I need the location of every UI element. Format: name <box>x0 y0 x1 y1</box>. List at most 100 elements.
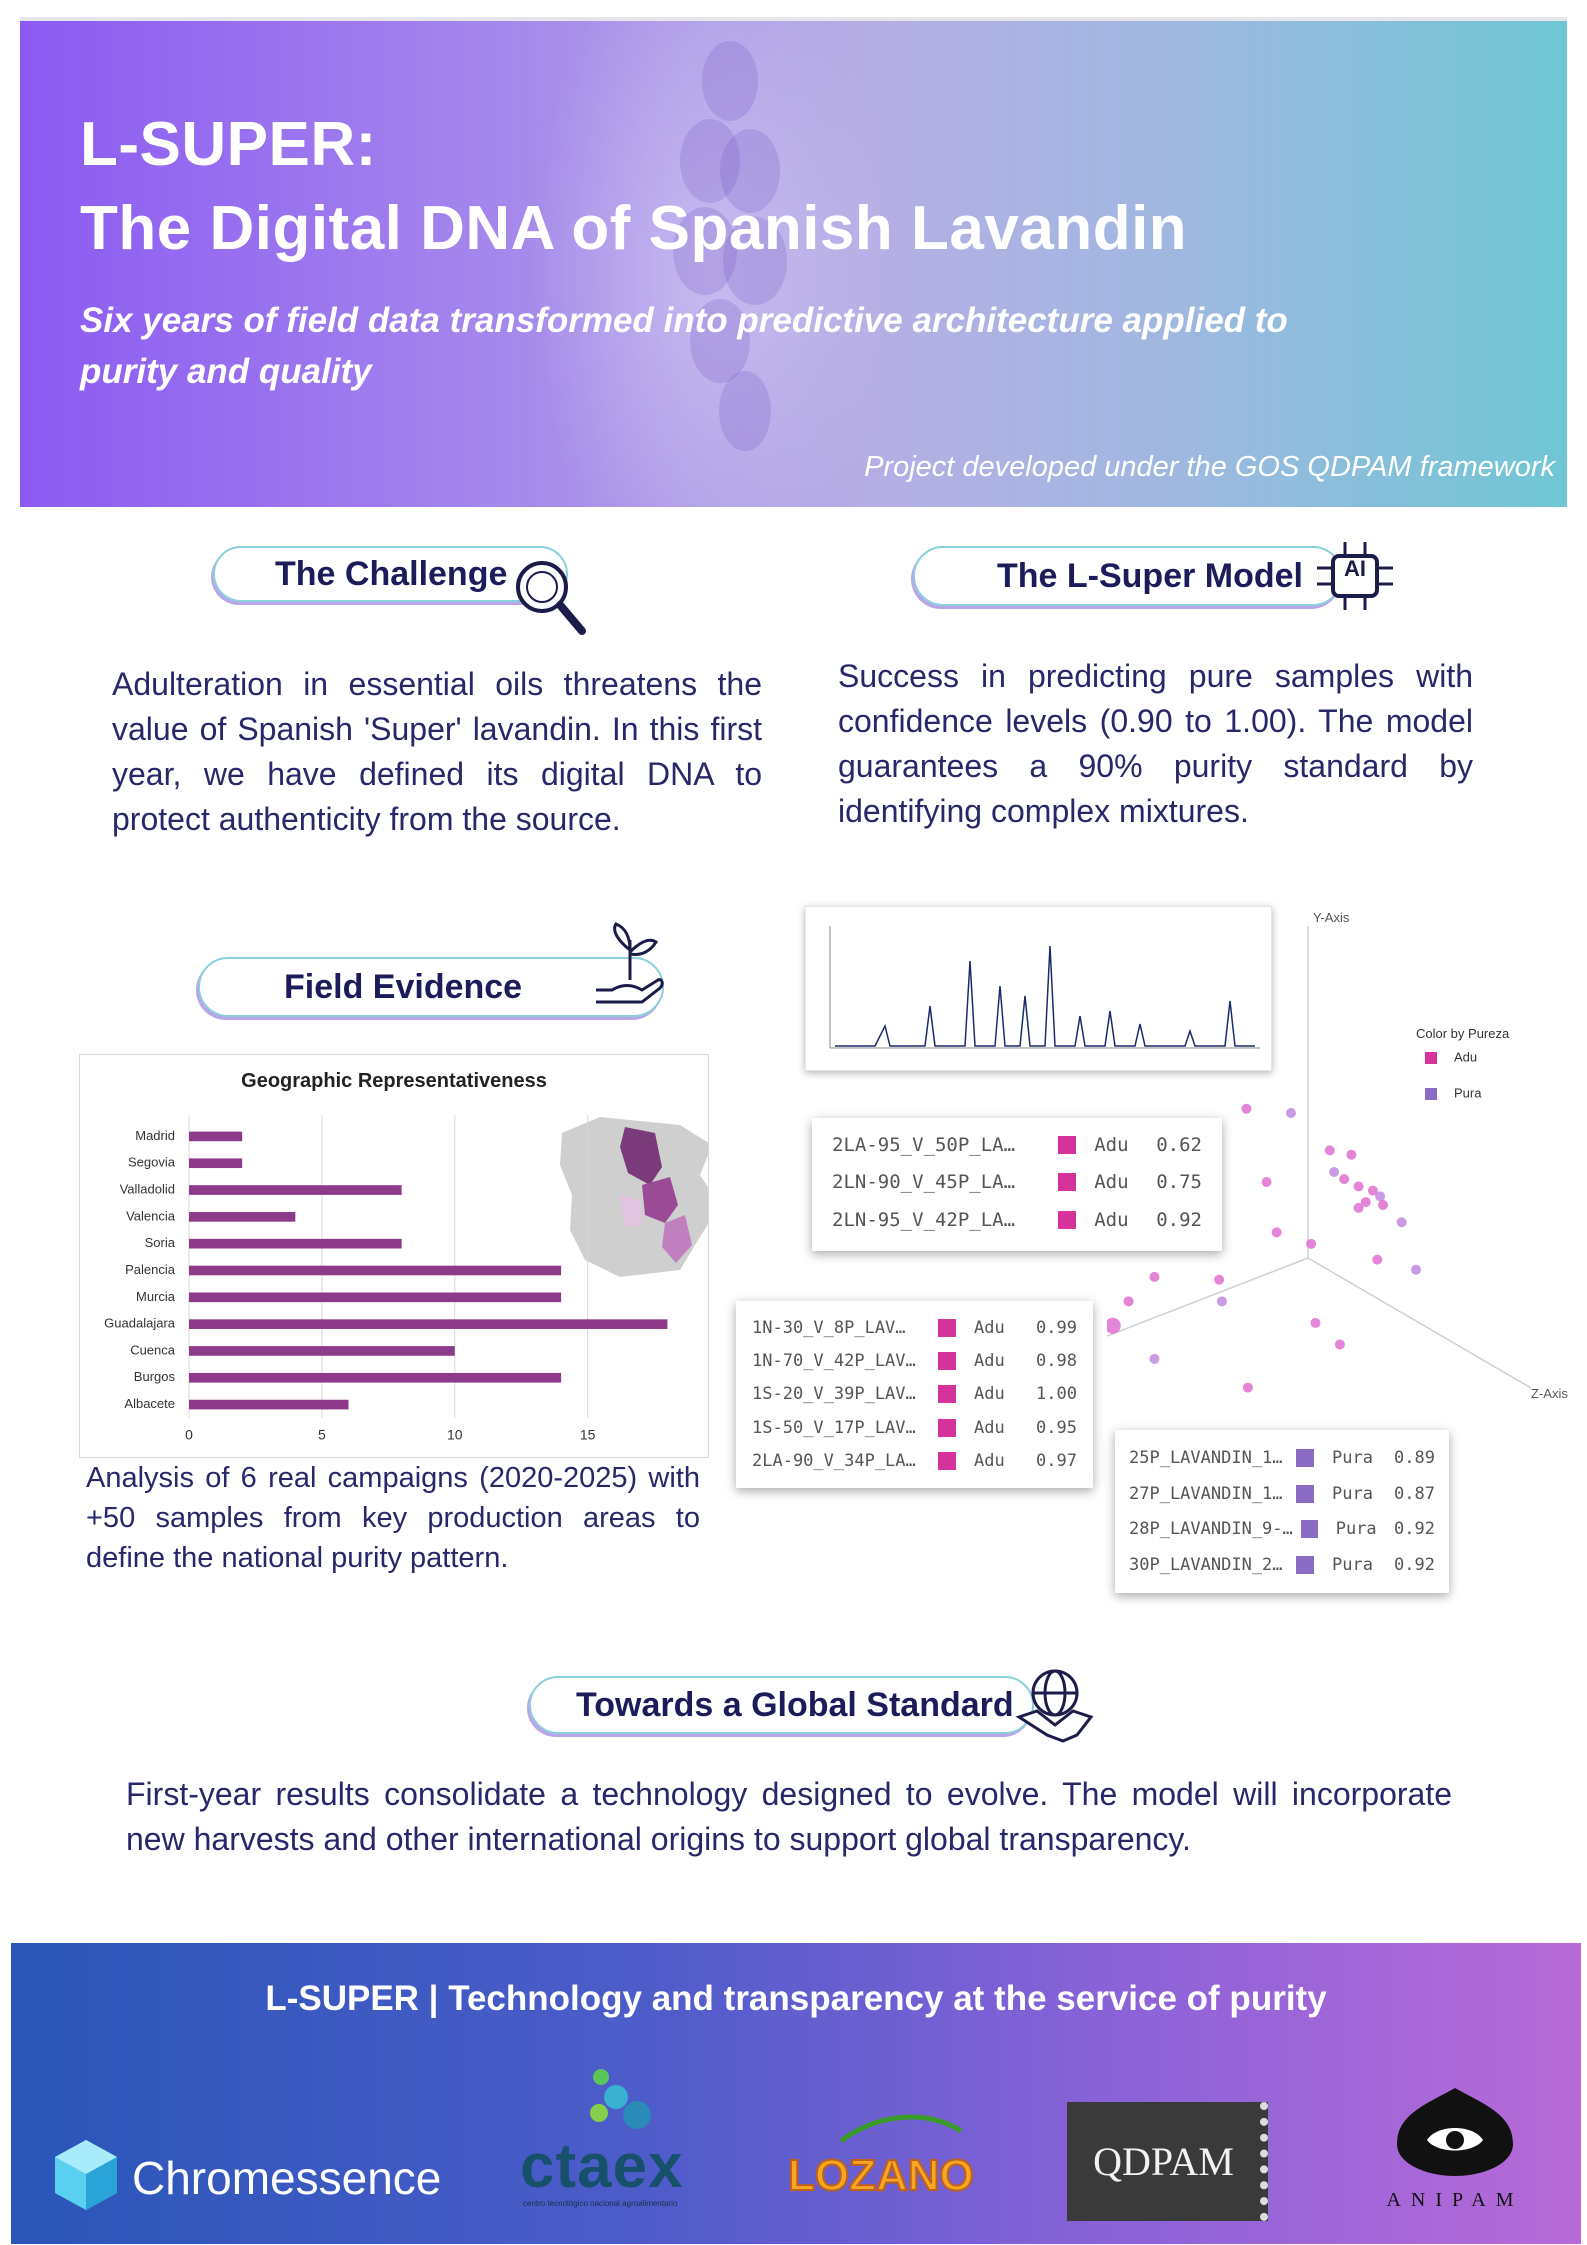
scatter-point <box>1107 1317 1121 1334</box>
bar <box>189 1319 668 1329</box>
scatter-point <box>1123 1296 1134 1307</box>
bar <box>189 1292 562 1303</box>
y-tick-label: Soria <box>145 1235 176 1250</box>
scatter-point <box>1367 1185 1378 1196</box>
framework-note: Project developed under the GOS QDPAM fr… <box>864 451 1555 483</box>
chromessence-logo: Chromessence <box>132 2152 442 2204</box>
table-row: 2LA-95_V_50P_LA… Adu 0.62 <box>832 1126 1202 1164</box>
bar <box>189 1158 243 1169</box>
y-tick-label: Guadalajara <box>104 1316 176 1331</box>
table-row: 2LN-95_V_42P_LA… Adu 0.92 <box>832 1201 1202 1239</box>
bar <box>189 1265 562 1276</box>
sample-name: 2LA-90_V_34P_LA… <box>752 1451 916 1472</box>
sample-name: 25P_LAVANDIN_1… <box>1129 1447 1283 1468</box>
class-swatch <box>1296 1448 1315 1467</box>
class-label: Pura <box>1335 1519 1377 1540</box>
table-row: 25P_LAVANDIN_1… Pura 0.89 <box>1129 1440 1435 1476</box>
ctaex-dots <box>590 2069 651 2129</box>
bar <box>189 1399 349 1410</box>
lozano-logo: LOZANO <box>787 2150 975 2201</box>
bar-chart: Geographic Representativeness 0 5 10 15 Madr… <box>104 1070 720 1443</box>
chromessence-icon <box>55 2140 117 2210</box>
qdpam-logo: QDPAM <box>1093 2139 1234 2184</box>
score: 0.97 <box>1036 1451 1077 1472</box>
lavender-decoration <box>673 41 787 451</box>
legend-swatch <box>1425 1088 1437 1100</box>
score: 1.00 <box>1036 1384 1077 1405</box>
field-heading: Field Evidence <box>198 957 664 1017</box>
table-row: 2LA-90_V_34P_LA… Adu 0.97 <box>752 1445 1077 1478</box>
scatter-point <box>1353 1181 1364 1192</box>
model-heading: The L-Super Model <box>913 546 1343 606</box>
class-label: Adu <box>974 1384 1005 1405</box>
scatter-point <box>1261 1177 1272 1187</box>
chromatogram-thumbnail <box>805 906 1272 1071</box>
scatter-point <box>1271 1227 1282 1238</box>
ctaex-subtitle: centro tecnológico nacional agroalimenta… <box>523 2199 678 2208</box>
header-banner: L-SUPER: The Digital DNA of Spanish Lava… <box>20 17 1567 507</box>
class-label: Adu <box>1094 1133 1129 1156</box>
class-label: Adu <box>1094 1209 1129 1232</box>
axis-label: Z-Axis <box>1531 1386 1568 1401</box>
class-swatch <box>1296 1556 1315 1575</box>
sample-name: 2LA-95_V_50P_LA… <box>832 1133 1016 1156</box>
table-row: 2LN-90_V_45P_LA… Adu 0.75 <box>832 1164 1202 1202</box>
sample-name: 2LN-90_V_45P_LA… <box>832 1171 1016 1194</box>
magnifier-icon <box>516 561 586 635</box>
score-table: 1N-30_V_8P_LAV… Adu 0.99 1N-70_V_42P_LAV… Ad… <box>736 1301 1093 1488</box>
scatter-point <box>1214 1274 1225 1285</box>
x-tick-label: 0 <box>185 1427 193 1443</box>
heading-text: The Challenge <box>275 554 508 593</box>
challenge-text: Adulteration in essential oils threatens… <box>112 666 762 837</box>
sample-name: 30P_LAVANDIN_2… <box>1129 1555 1283 1576</box>
standard-heading: Towards a Global Standard <box>529 1676 1034 1734</box>
scatter-point <box>1149 1271 1160 1282</box>
sample-name: 27P_LAVANDIN_1… <box>1129 1483 1283 1504</box>
class-swatch <box>1296 1484 1315 1503</box>
class-swatch <box>1058 1135 1077 1154</box>
table-row: 1N-70_V_42P_LAV… Adu 0.98 <box>752 1344 1077 1377</box>
scatter-point <box>1149 1353 1160 1364</box>
scatter-point <box>1339 1174 1350 1185</box>
spain-map <box>560 1117 720 1277</box>
legend-label: Pura <box>1454 1085 1482 1100</box>
y-tick-label: Albacete <box>124 1396 175 1411</box>
score: 0.92 <box>1394 1519 1435 1540</box>
globe-handshake-icon <box>1015 1669 1094 1743</box>
y-tick-label: Segovia <box>128 1155 176 1170</box>
table-row: 27P_LAVANDIN_1… Pura 0.87 <box>1129 1476 1435 1512</box>
y-tick-label: Palencia <box>125 1262 176 1277</box>
score: 0.92 <box>1156 1209 1202 1232</box>
scatter-point <box>1372 1254 1383 1265</box>
anipam-logo: ANIPAM <box>1386 2189 1524 2211</box>
qdpam-logo-box: QDPAM <box>1067 2102 1268 2221</box>
class-label: Pura <box>1332 1555 1373 1576</box>
axis-label: Y-Axis <box>1313 910 1350 925</box>
y-tick-label: Valladolid <box>120 1181 175 1196</box>
scatter-point <box>1217 1296 1227 1307</box>
ai-chip-icon <box>1317 542 1393 610</box>
scatter-point <box>1242 1382 1253 1393</box>
class-swatch <box>938 1318 957 1337</box>
y-tick-label: Burgos <box>134 1369 176 1384</box>
ctaex-logo: ctaex <box>520 2132 684 2201</box>
score: 0.87 <box>1394 1483 1435 1504</box>
table-row: 28P_LAVANDIN_9-… Pura 0.92 <box>1129 1512 1435 1548</box>
scatter-point <box>1411 1264 1422 1275</box>
y-tick-label: Cuenca <box>130 1342 176 1357</box>
scatter-point <box>1306 1238 1317 1249</box>
scatter-point <box>1346 1149 1357 1160</box>
class-swatch <box>938 1352 957 1371</box>
title-line-1: L-SUPER: <box>80 110 377 179</box>
scatter-point <box>1310 1317 1321 1328</box>
class-swatch <box>1058 1173 1077 1192</box>
title-line-2: The Digital DNA of Spanish Lavandin <box>80 194 1188 263</box>
score-table: 2LA-95_V_50P_LA… Adu 0.62 2LN-90_V_45P_LA… A… <box>812 1118 1222 1251</box>
scatter-point <box>1353 1202 1364 1213</box>
class-label: Pura <box>1332 1447 1373 1468</box>
scatter-point <box>1360 1197 1371 1208</box>
bar <box>189 1131 243 1142</box>
standard-text: First-year results consolidate a technol… <box>126 1776 1452 1857</box>
scatter-point <box>1241 1103 1252 1114</box>
challenge-heading: The Challenge <box>213 546 568 602</box>
